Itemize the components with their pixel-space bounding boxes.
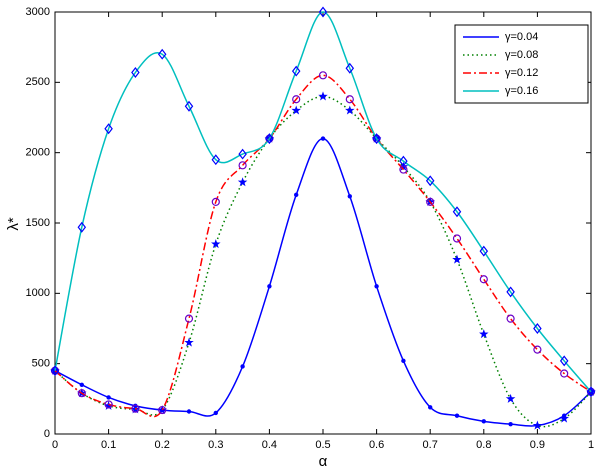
y-tick-label: 1500 — [26, 217, 50, 229]
marker — [184, 100, 194, 112]
x-tick-label: 0.5 — [315, 439, 330, 451]
marker — [211, 154, 221, 166]
marker — [345, 62, 355, 74]
marker — [238, 148, 247, 160]
x-tick-label: 0.6 — [369, 439, 384, 451]
marker — [479, 275, 488, 284]
marker — [559, 413, 569, 423]
marker — [505, 393, 516, 403]
marker — [211, 197, 220, 206]
marker — [426, 197, 435, 206]
marker — [211, 239, 221, 249]
marker — [238, 161, 247, 170]
line — [54, 11, 592, 393]
legend-label: γ=0.12 — [505, 67, 538, 79]
y-axis-label: λ* — [5, 217, 22, 231]
marker — [79, 382, 85, 387]
marker — [425, 175, 435, 187]
marker — [131, 67, 140, 78]
marker — [506, 286, 515, 298]
x-tick-label: 0.7 — [423, 439, 438, 451]
marker — [345, 105, 355, 115]
marker — [294, 192, 299, 198]
marker — [508, 421, 513, 427]
marker — [320, 136, 326, 141]
marker — [452, 206, 462, 218]
y-tick-label: 2500 — [26, 76, 50, 88]
marker — [77, 221, 87, 233]
marker — [428, 405, 433, 410]
marker — [213, 410, 218, 416]
marker — [586, 386, 596, 398]
marker — [50, 365, 60, 377]
marker — [345, 95, 354, 104]
marker — [292, 95, 301, 104]
x-tick-label: 0.1 — [101, 439, 116, 451]
y-tick-label: 3000 — [26, 6, 50, 18]
x-tick-label: 0.9 — [530, 439, 545, 451]
marker — [479, 329, 489, 339]
legend-box — [454, 24, 589, 104]
marker — [560, 369, 569, 378]
marker — [104, 400, 113, 409]
y-tick-label: 2000 — [26, 147, 50, 159]
marker — [481, 419, 486, 424]
marker — [131, 404, 140, 413]
legend-label: γ=0.16 — [505, 85, 538, 97]
x-tick-label: 0.2 — [155, 439, 170, 451]
marker — [533, 323, 542, 334]
marker — [374, 284, 379, 289]
legend-label: γ=0.08 — [505, 49, 538, 61]
marker — [454, 413, 460, 418]
x-axis-label: α — [319, 453, 328, 470]
marker — [479, 245, 489, 257]
y-tick-label: 1000 — [26, 287, 50, 299]
marker — [186, 409, 192, 414]
marker — [157, 48, 167, 60]
marker — [347, 194, 352, 199]
marker — [452, 254, 462, 264]
y-tick-label: 500 — [32, 358, 50, 370]
marker — [318, 91, 328, 101]
x-tick-label: 0.8 — [476, 439, 491, 451]
x-tick-label: 0.4 — [262, 439, 277, 451]
marker — [559, 355, 569, 367]
marker — [103, 400, 114, 410]
marker — [237, 177, 248, 187]
marker — [506, 314, 515, 323]
legend-label: γ=0.04 — [505, 31, 538, 43]
marker — [104, 123, 113, 135]
marker — [399, 155, 408, 167]
y-tick-label: 0 — [44, 428, 50, 440]
marker — [532, 420, 543, 430]
marker — [265, 133, 274, 145]
line — [54, 74, 592, 418]
marker — [240, 364, 245, 369]
marker — [267, 284, 272, 289]
marker — [291, 65, 301, 77]
x-tick-label: 0.3 — [208, 439, 223, 451]
marker — [291, 105, 301, 115]
marker — [533, 345, 542, 354]
marker — [372, 133, 381, 145]
marker — [452, 234, 462, 243]
marker — [184, 337, 194, 347]
marker — [318, 6, 328, 18]
marker — [401, 358, 406, 364]
marker — [318, 71, 328, 80]
marker — [184, 314, 194, 323]
x-tick-label: 0 — [52, 439, 58, 451]
marker — [77, 389, 86, 398]
marker — [158, 405, 167, 415]
x-tick-label: 1 — [588, 439, 594, 451]
marker — [106, 395, 111, 400]
